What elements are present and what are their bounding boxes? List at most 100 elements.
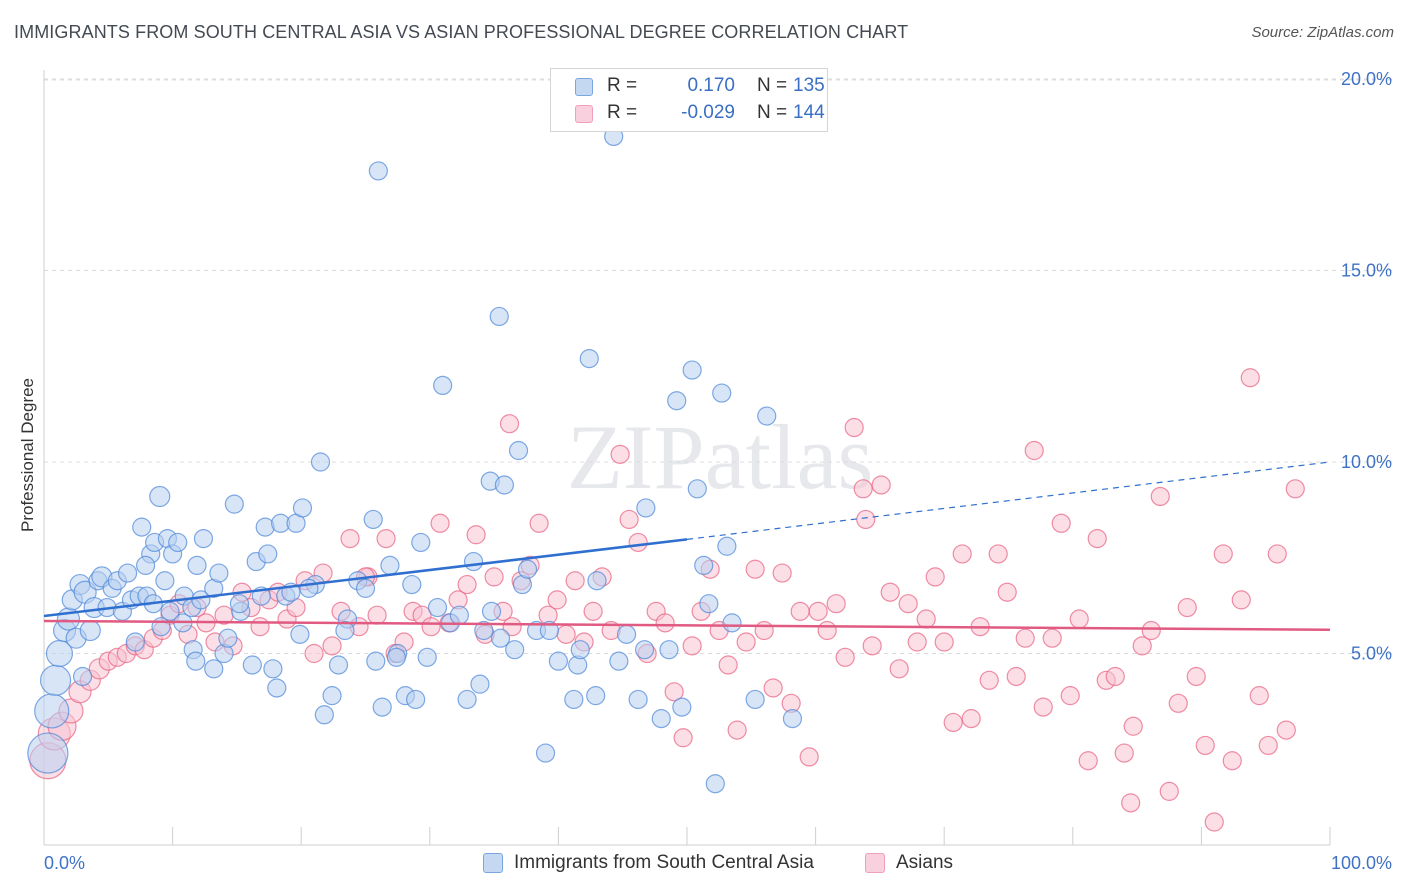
data-point [484,567,504,587]
data-point [916,609,936,629]
series-legend: Immigrants from South Central Asia Asian… [0,852,1406,876]
data-point [1267,544,1287,564]
data-point [1060,686,1080,706]
data-point [489,306,509,327]
data-point [943,712,963,733]
data-point [548,651,569,671]
data-point [1078,751,1098,771]
trend-line-asians [43,619,1331,632]
data-point [1177,597,1197,618]
data-point [556,624,576,644]
data-points [27,126,1305,832]
data-point [466,525,486,545]
data-point [1213,544,1233,564]
data-point [149,485,171,508]
data-point [1186,666,1206,687]
data-point [380,555,400,576]
data-point [722,613,742,633]
data-point [449,605,469,625]
data-point [250,617,270,637]
data-point [204,659,224,679]
y-tick-label: 20.0% [1341,69,1392,89]
data-point [853,479,873,499]
data-point [417,647,437,667]
data-point [314,705,334,725]
data-point [564,689,584,710]
n-value: 144 [793,102,825,123]
data-point [421,617,441,637]
data-point [1042,628,1062,648]
data-point [579,348,599,369]
data-point [27,732,69,774]
data-point [745,689,765,710]
data-point [673,728,693,748]
data-point [263,659,283,679]
data-point [535,743,556,763]
stats-legend: R = 0.170 N = 135 R = -0.029 N = 144 [550,68,828,132]
data-point [699,594,719,614]
data-point [1105,666,1125,687]
data-point [586,686,606,706]
trend-line-immigrants [43,538,688,618]
data-point [871,475,891,495]
data-point [616,624,637,644]
data-point [961,709,981,729]
data-point [835,647,855,667]
data-point [1204,812,1224,832]
data-point [433,375,453,395]
data-point [934,632,954,652]
data-point [355,578,376,598]
immigrants-swatch [575,78,593,96]
data-point [727,720,747,740]
data-point [1069,609,1089,629]
data-point [517,559,538,579]
data-point [988,544,1008,564]
data-point [763,678,783,698]
data-point [322,686,342,706]
data-point [508,440,529,461]
n-value: 135 [793,75,825,96]
x-tick-label: 100.0% [1331,853,1392,873]
data-point [610,444,630,464]
data-point [125,632,145,652]
data-point [186,651,206,671]
data-point [952,544,972,564]
n-label: N = [757,75,788,96]
data-point [1222,751,1242,771]
chart-title: IMMIGRANTS FROM SOUTH CENTRAL ASIA VS AS… [14,22,909,42]
data-point [366,651,386,671]
data-point [1168,693,1188,713]
data-point [155,571,175,591]
data-point [799,747,819,767]
data-point [368,161,388,181]
data-point [267,678,287,698]
data-point [304,643,324,664]
data-point [1159,781,1179,801]
data-point [376,528,396,549]
data-point [547,590,567,610]
data-point [745,559,765,579]
data-point [229,594,250,614]
data-point [565,571,585,591]
data-point [402,574,422,595]
data-point [570,640,590,660]
data-point [997,582,1017,602]
legend-label: Immigrants from South Central Asia [514,852,814,873]
data-point [386,647,406,667]
data-point [457,689,477,710]
data-point [782,709,803,729]
data-point [1024,440,1044,461]
data-point [79,619,101,642]
data-point [209,563,229,583]
asians-legend-swatch [865,853,885,873]
n-label: N = [757,102,788,123]
data-point [117,563,138,583]
y-tick-label: 10.0% [1341,452,1392,472]
data-point [463,551,484,572]
data-point [583,601,603,621]
data-point [502,617,522,637]
data-point [757,406,777,426]
data-point [628,689,648,710]
trend-lines [43,461,1331,632]
data-point [1258,735,1278,756]
